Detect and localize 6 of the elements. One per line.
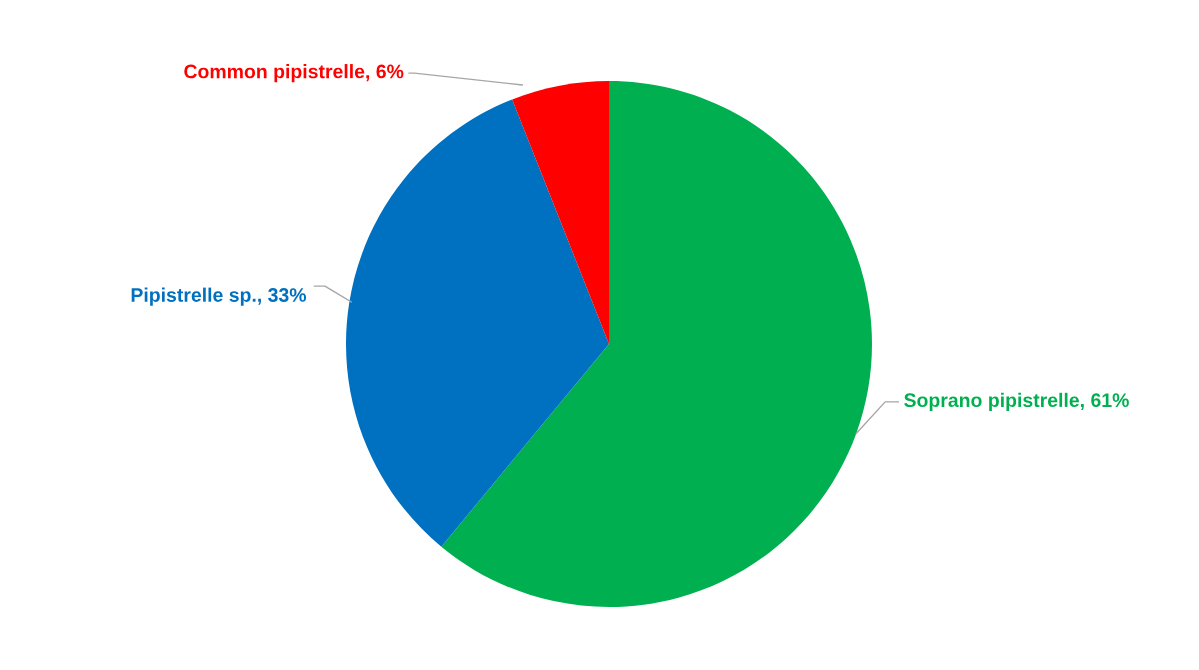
slice-label: Common pipistrelle, 6% [184, 64, 404, 83]
pie-slice [512, 81, 609, 344]
slice-label: Soprano pipistrelle, 61% [904, 392, 1129, 411]
pie-slice [441, 81, 872, 607]
pie-slice [346, 99, 609, 547]
slice-label: Pipistrelle sp., 33% [131, 287, 307, 306]
